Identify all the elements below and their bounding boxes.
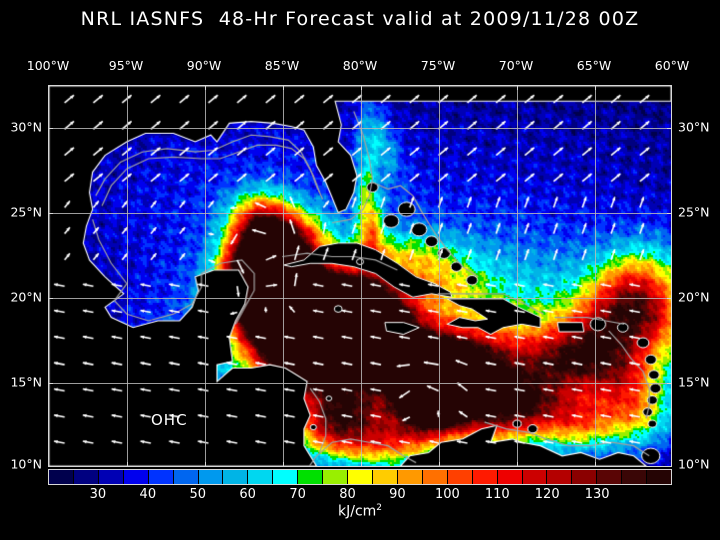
colorbar-swatch-24: [647, 470, 672, 484]
colorbar-swatch-5: [173, 470, 199, 484]
colorbar-swatch-10: [298, 470, 324, 484]
colorbar-tick-label-40: 40: [139, 487, 157, 502]
colorbar-swatch-7: [223, 470, 249, 484]
lon-tick-label-65W: 65°W: [576, 58, 612, 73]
lat-tick-label-right-15N: 15°N: [678, 374, 710, 390]
colorbar-swatch-14: [397, 470, 423, 484]
colorbar-tick-label-130: 130: [584, 487, 610, 502]
lat-tick-label-left-25N: 25°N: [10, 204, 42, 220]
lon-tick-label-100W: 100°W: [26, 58, 70, 73]
lon-tick-label-60W: 60°W: [654, 58, 690, 73]
lon-tick-label-70W: 70°W: [498, 58, 534, 73]
colorbar-tick-label-70: 70: [289, 487, 306, 502]
colorbar-tick-label-50: 50: [189, 487, 207, 502]
colorbar-swatch-4: [148, 470, 174, 484]
lon-tick-label-95W: 95°W: [108, 58, 144, 73]
colorbar-swatch-13: [372, 470, 398, 484]
lat-tick-label-left-10N: 10°N: [10, 456, 42, 472]
colorbar-swatch-1: [73, 470, 99, 484]
lon-tick-label-85W: 85°W: [264, 58, 300, 73]
lat-tick-label-left-20N: 20°N: [10, 289, 42, 305]
colorbar-swatches: [48, 469, 672, 485]
colorbar-swatch-17: [472, 470, 498, 484]
colorbar-tick-label-90: 90: [389, 487, 406, 502]
figure-title: NRL IASNFS 48-Hr Forecast valid at 2009/…: [80, 8, 640, 30]
colorbar-swatch-9: [273, 470, 299, 484]
ohc-map-panel: OHC: [48, 85, 672, 467]
colorbar-swatch-21: [572, 470, 598, 484]
ohc-field-canvas: [49, 86, 671, 466]
colorbar-swatch-22: [597, 470, 623, 484]
colorbar: [48, 469, 672, 485]
colorbar-swatch-6: [198, 470, 224, 484]
colorbar-tick-label-110: 110: [484, 487, 510, 502]
colorbar-swatch-2: [98, 470, 124, 484]
lat-tick-label-right-10N: 10°N: [678, 456, 710, 472]
lon-tick-label-75W: 75°W: [420, 58, 456, 73]
colorbar-units-label: kJ/cm2: [0, 503, 720, 520]
lat-tick-label-left-30N: 30°N: [10, 119, 42, 135]
colorbar-swatch-12: [348, 470, 373, 484]
colorbar-swatch-18: [497, 470, 523, 484]
lon-tick-label-90W: 90°W: [186, 58, 222, 73]
lat-tick-label-right-20N: 20°N: [678, 289, 710, 305]
colorbar-tick-label-120: 120: [534, 487, 560, 502]
lat-tick-label-right-25N: 25°N: [678, 204, 710, 220]
colorbar-tick-label-80: 80: [339, 487, 356, 502]
colorbar-swatch-15: [422, 470, 448, 484]
colorbar-swatch-3: [123, 470, 149, 484]
lat-tick-label-left-15N: 15°N: [10, 374, 42, 390]
colorbar-swatch-23: [622, 470, 648, 484]
colorbar-units-exponent: 2: [376, 503, 383, 513]
colorbar-swatch-16: [447, 470, 473, 484]
colorbar-tick-label-100: 100: [434, 487, 460, 502]
colorbar-swatch-11: [323, 470, 349, 484]
colorbar-units-text: kJ/cm: [337, 503, 377, 520]
colorbar-tick-label-30: 30: [89, 487, 107, 502]
colorbar-swatch-0: [49, 470, 74, 484]
lon-tick-label-80W: 80°W: [342, 58, 378, 73]
colorbar-swatch-20: [547, 470, 573, 484]
lat-tick-label-right-30N: 30°N: [678, 119, 710, 135]
colorbar-tick-label-60: 60: [239, 487, 256, 502]
colorbar-swatch-8: [248, 470, 274, 484]
colorbar-swatch-19: [522, 470, 548, 484]
